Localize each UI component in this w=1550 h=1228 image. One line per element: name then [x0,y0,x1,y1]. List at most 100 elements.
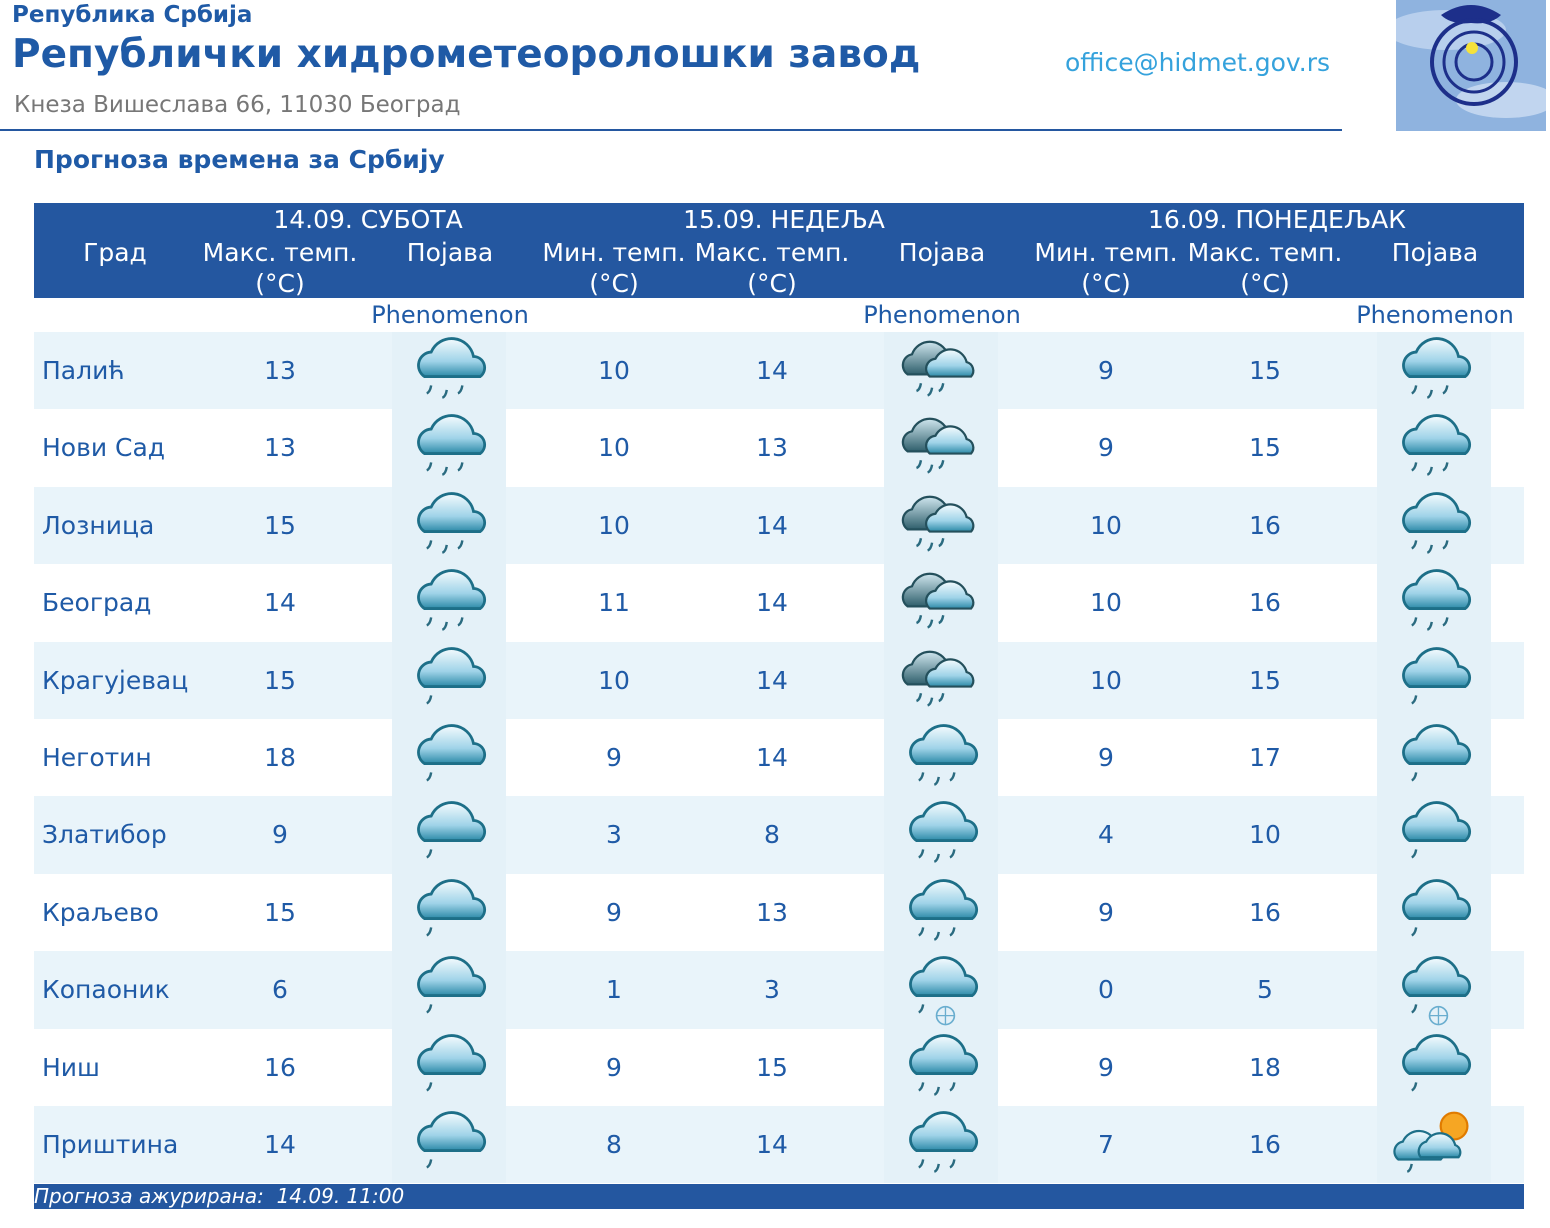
weather-icon [404,874,494,952]
weather-icon [1389,409,1479,487]
weather-icon [1389,487,1479,565]
column-header: Појава [1391,238,1479,267]
city: Приштина [42,1130,179,1159]
icon-cell [1377,564,1491,642]
temperature: 14 [756,1130,788,1159]
icon-cell [884,641,998,720]
temperature: 6 [272,975,288,1005]
logo [1396,0,1546,131]
republic: Република Србија [12,2,253,28]
temperature: 15 [264,510,296,540]
temperature: 15 [264,897,296,927]
temperature: 14 [264,1130,296,1159]
icon-cell [392,1028,506,1107]
icon-cell [884,719,998,797]
temperature: 10 [598,433,630,463]
city: Палић [42,356,125,385]
weather-icon [1389,796,1479,874]
icon-cell [1377,332,1491,410]
icon-cell [884,1106,998,1184]
column-header: Мин. темп. (°C) [1034,238,1178,298]
city: Копаоник [42,975,170,1005]
temperature: 18 [1249,1052,1281,1082]
weather-icon [896,951,986,1029]
column-header: Појава [406,238,494,267]
temperature: 14 [756,665,788,695]
temperature: 14 [756,743,788,772]
column-header: Мин. темп. (°C) [542,238,686,298]
table-header [34,203,1524,298]
temperature: 8 [606,1130,622,1159]
weather-icon [404,332,494,410]
row-background [34,332,1524,410]
weather-icon [404,1029,494,1107]
icon-cell [392,332,506,410]
weather-icon [1389,719,1479,797]
temperature: 10 [1090,510,1122,540]
icon-cell [392,796,506,874]
column-header: Макс. темп. (°C) [1187,238,1343,298]
temperature: 10 [1090,665,1122,695]
icon-cell [1377,796,1491,874]
weather-icon [404,487,494,565]
temperature: 14 [756,510,788,540]
phenomenon-label: Phenomenon [863,301,1021,329]
city: Нови Сад [42,433,166,463]
weather-icon [404,642,494,720]
temperature: 3 [764,975,780,1005]
weather-icon [1389,332,1479,410]
weather-icon [896,874,986,952]
icon-cell [1377,1028,1491,1107]
temperature: 14 [756,356,788,385]
temperature: 16 [1249,897,1281,927]
column-header: Макс. темп. (°C) [202,238,358,298]
icon-cell [392,1106,506,1184]
temperature: 18 [264,743,296,772]
weather-icon [404,796,494,874]
weather-icon [404,1106,494,1184]
temperature: 0 [1098,975,1114,1005]
weather-icon [1389,874,1479,952]
icon-cell [1377,486,1491,565]
temperature: 3 [606,820,622,850]
temperature: 14 [264,588,296,618]
header-rule [0,129,1342,131]
day-header: 16.09. ПОНЕДЕЉАК [1147,205,1407,234]
city: Ниш [42,1052,100,1082]
row-background [34,641,1524,719]
phenomenon-label: Phenomenon [1356,301,1514,329]
temperature: 10 [1249,820,1281,850]
icon-cell [884,1028,998,1107]
temperature: 15 [1249,433,1281,463]
day-header: 15.09. НЕДЕЉА [683,205,885,234]
weather-icon [896,719,986,797]
temperature: 16 [1249,588,1281,618]
row-background [34,951,1524,1029]
email[interactable]: office@hidmet.gov.rs [1065,48,1331,77]
weather-icon [1389,642,1479,720]
icon-cell [1377,1106,1491,1184]
icon-cell [392,719,506,797]
temperature: 16 [264,1052,296,1082]
weather-icon [404,564,494,642]
weather-icon [896,642,986,720]
temperature: 9 [606,1052,622,1082]
temperature: 15 [756,1052,788,1082]
temperature: 17 [1249,743,1281,772]
temperature: 9 [272,820,288,850]
temperature: 10 [598,665,630,695]
weather-icon [896,796,986,874]
temperature: 9 [606,897,622,927]
city: Златибор [42,820,167,850]
icon-cell [1377,641,1491,720]
weather-icon [1389,1029,1479,1107]
icon-cell [392,951,506,1029]
temperature: 13 [264,356,296,385]
weather-icon [896,409,986,487]
subtitle: Прогноза времена за Србију [34,145,445,174]
city: Неготин [42,743,152,772]
icon-cell [884,564,998,642]
column-header: Макс. темп. (°C) [694,238,850,298]
weather-icon [896,1029,986,1107]
weather-icon [896,1106,986,1184]
